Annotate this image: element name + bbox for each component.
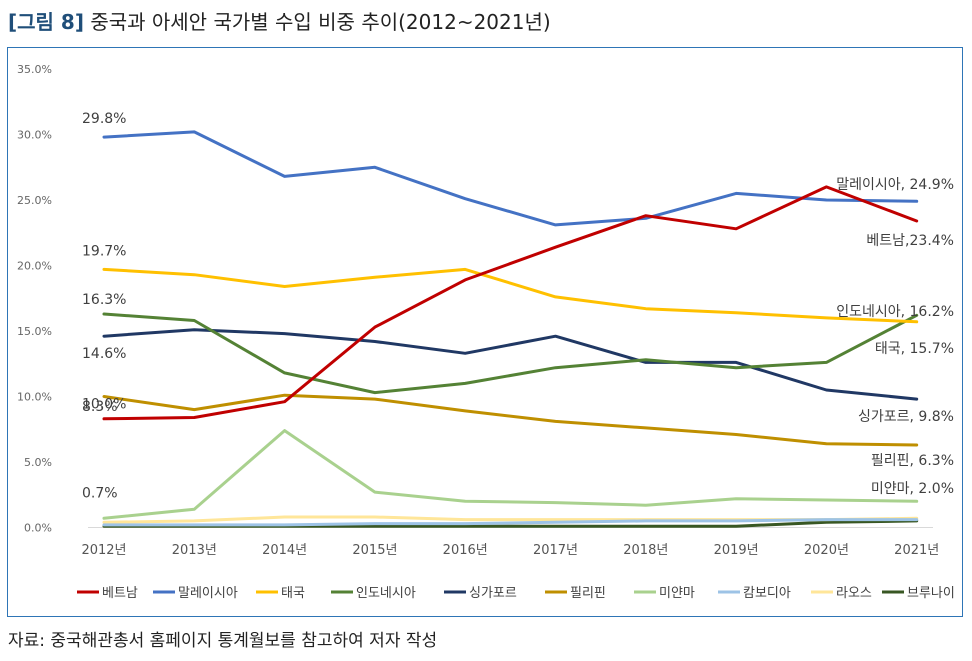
end-label-인도네시아: 인도네시아, 16.2% xyxy=(836,304,954,320)
series-line-인도네시아 xyxy=(102,312,919,395)
x-tick-label: 2020년 xyxy=(804,543,849,558)
series-line-미얀마 xyxy=(102,429,919,520)
legend-label-인도네시아: 인도네시아 xyxy=(356,586,416,601)
end-label-미얀마: 미얀마, 2.0% xyxy=(871,481,954,497)
x-tick-label: 2013년 xyxy=(172,543,217,558)
end-label-필리핀: 필리핀, 6.3% xyxy=(871,453,954,469)
series-line-필리핀 xyxy=(102,393,919,447)
source-note: 자료: 중국해관총서 홈페이지 통계월보를 참고하여 저자 작성 xyxy=(8,631,438,651)
start-label-베트남: 8.3% xyxy=(82,399,118,415)
figure-number: [그림 8] xyxy=(8,10,84,34)
x-tick-label: 2012년 xyxy=(81,543,126,558)
legend-label-말레이시아: 말레이시아 xyxy=(178,586,238,601)
end-label-베트남: 베트남,23.4% xyxy=(866,233,954,249)
series-line-캄보디아 xyxy=(102,518,919,527)
figure-title: [그림 8] 중국과 아세안 국가별 수입 비중 추이(2012~2021년) xyxy=(8,6,551,38)
y-tick-label: 0.0% xyxy=(24,522,52,535)
chart-frame: 0.0% 5.0% 10.0% 15.0% 20.0% 25.0% 30.0% 35.0% 20… xyxy=(7,47,963,617)
y-tick-label: 25.0% xyxy=(17,194,52,207)
start-label-싱가포르: 14.6% xyxy=(82,346,126,362)
x-tick-label: 2015년 xyxy=(352,543,397,558)
start-label-필리핀: 10.0% xyxy=(82,397,126,413)
start-label-말레이시아: 29.8% xyxy=(82,111,126,127)
legend-label-베트남: 베트남 xyxy=(102,586,138,601)
legend-label-미얀마: 미얀마 xyxy=(659,586,695,601)
legend-label-필리핀: 필리핀 xyxy=(570,586,606,601)
end-label-말레이시아: 말레이시아, 24.9% xyxy=(836,177,954,193)
x-tick-label: 2018년 xyxy=(623,543,668,558)
legend-label-싱가포르: 싱가포르 xyxy=(469,586,517,601)
legend-label-브루나이: 브루나이 xyxy=(907,586,955,601)
y-tick-label: 10.0% xyxy=(17,391,52,404)
x-tick-label: 2021년 xyxy=(894,543,939,558)
series-line-태국 xyxy=(102,267,919,324)
y-tick-label: 5.0% xyxy=(24,456,52,469)
series-line-싱가포르 xyxy=(102,328,919,401)
start-label-인도네시아: 16.3% xyxy=(82,292,126,308)
series-line-말레이시아 xyxy=(102,130,919,227)
end-label-태국: 태국, 15.7% xyxy=(875,341,954,357)
legend-label-태국: 태국 xyxy=(281,586,305,601)
end-label-싱가포르: 싱가포르, 9.8% xyxy=(858,409,954,425)
start-label-태국: 19.7% xyxy=(82,243,126,259)
start-label-미얀마: 0.7% xyxy=(82,485,118,501)
x-tick-label: 2017년 xyxy=(533,543,578,558)
y-tick-label: 30.0% xyxy=(17,129,52,142)
line-chart: 0.0% 5.0% 10.0% 15.0% 20.0% 25.0% 30.0% 35.0% 20… xyxy=(17,63,955,601)
x-tick-label: 2016년 xyxy=(443,543,488,558)
legend-label-라오스: 라오스 xyxy=(836,586,872,601)
y-tick-label: 35.0% xyxy=(17,63,52,76)
figure-title-text: 중국과 아세안 국가별 수입 비중 추이(2012~2021년) xyxy=(90,10,551,34)
legend-label-캄보디아: 캄보디아 xyxy=(743,586,791,601)
y-tick-label: 15.0% xyxy=(17,325,52,338)
x-tick-label: 2014년 xyxy=(262,543,307,558)
y-tick-label: 20.0% xyxy=(17,260,52,273)
series-line-베트남 xyxy=(102,185,919,421)
x-tick-label: 2019년 xyxy=(714,543,759,558)
